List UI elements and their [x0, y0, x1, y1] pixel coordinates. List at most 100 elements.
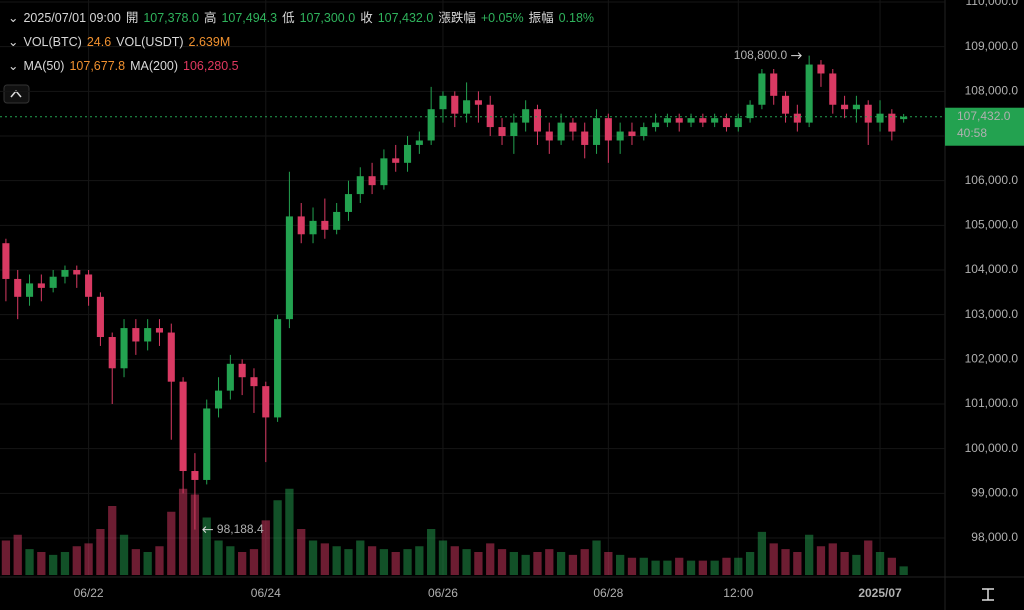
candle-body: [344, 194, 353, 212]
min-annotation: 98,188.4: [217, 522, 264, 536]
volume-bar: [793, 552, 802, 575]
stat-value: 107,300.0: [299, 11, 356, 25]
volume-bar: [155, 546, 164, 575]
volume-bar: [840, 552, 849, 575]
volume-bar: [415, 546, 424, 575]
volume-bar: [119, 534, 129, 575]
candle-body: [569, 122, 577, 132]
volume-bar: [143, 552, 152, 575]
candle-body: [392, 158, 400, 163]
x-tick-label: 2025/07: [858, 586, 902, 600]
candle-body: [592, 118, 601, 145]
candle-body: [746, 104, 754, 119]
candle-body: [758, 73, 766, 105]
y-tick-label: 104,000.0: [965, 262, 1019, 276]
candle-body: [900, 116, 908, 120]
candle-body: [888, 113, 896, 132]
volume-bar: [273, 500, 282, 575]
candle-body: [687, 118, 695, 123]
volume-bar: [450, 546, 459, 575]
candle-body: [144, 328, 152, 342]
candle-body: [155, 328, 164, 333]
candle-body: [2, 243, 10, 279]
y-tick-label: 100,000.0: [965, 441, 1019, 455]
candle-body: [262, 386, 270, 418]
candle-body: [191, 471, 199, 480]
candle-body: [415, 140, 423, 145]
x-tick-label: 06/22: [74, 586, 104, 600]
volume-bar: [25, 549, 34, 575]
candle-body: [829, 73, 837, 105]
candle-body: [581, 131, 589, 145]
volume-bar: [816, 546, 826, 575]
candle-body: [734, 118, 742, 128]
candle-body: [274, 319, 282, 418]
candle-body: [640, 127, 648, 137]
volume-bar: [663, 560, 672, 575]
candle-body: [522, 109, 530, 123]
x-tick-label: 12:00: [723, 586, 753, 600]
volume-bar: [805, 534, 814, 575]
volume-bar: [238, 552, 247, 575]
candle-body: [226, 363, 234, 391]
y-tick-label: 99,000.0: [971, 486, 1018, 500]
volume-bar: [1, 540, 11, 575]
volume-bar: [781, 549, 790, 575]
vol-label: VOL(USDT): [116, 35, 184, 49]
x-tick-label: 06/26: [428, 586, 458, 600]
candle-body: [770, 73, 778, 96]
legend-header: ⌄ 2025/07/01 09:00 開 107,378.0 高 107,494.3 低 10…: [8, 6, 599, 78]
legend-row: ⌄ MA(50) 107,677.8 MA(200) 106,280.5: [8, 54, 599, 78]
volume-bar: [474, 552, 483, 575]
volume-bar: [875, 552, 885, 575]
candle-body: [238, 363, 246, 378]
candle-body: [604, 118, 612, 141]
stat-label: 收: [360, 11, 373, 25]
candle-body: [451, 95, 459, 114]
chevron[interactable]: ⌄: [8, 35, 19, 49]
volume-bar: [651, 560, 660, 575]
cursor-icon[interactable]: [982, 588, 994, 601]
candle-body: [545, 131, 553, 141]
candle-body: [498, 127, 506, 137]
candle-body: [852, 104, 860, 110]
volume-bar: [745, 552, 755, 575]
y-tick-label: 110,000.0: [966, 0, 1019, 8]
volume-bar: [178, 488, 188, 575]
candle-body: [14, 278, 22, 297]
candle-body: [356, 176, 364, 195]
volume-bar: [592, 540, 601, 575]
candle-body: [250, 377, 258, 387]
volume-bar: [899, 566, 908, 575]
y-tick-label: 106,000.0: [965, 173, 1019, 187]
candle-body: [781, 95, 790, 114]
candle-body: [652, 122, 660, 128]
volume-bar: [639, 557, 648, 575]
stat-value: +0.05%: [480, 11, 524, 25]
volume-bar: [734, 557, 743, 575]
volume-bar: [556, 552, 566, 575]
candle-body: [368, 176, 376, 186]
chevron[interactable]: ⌄: [8, 59, 19, 73]
candle-body: [285, 216, 293, 320]
stat-value: 107,432.0: [377, 11, 434, 25]
candle-body: [616, 131, 624, 141]
chevron[interactable]: ⌄: [8, 11, 19, 25]
candle-body: [403, 144, 412, 163]
candle-body: [49, 276, 57, 288]
candle-body: [722, 118, 731, 128]
candle-body: [486, 104, 494, 128]
candle-body: [214, 390, 223, 409]
volume-bar: [616, 554, 625, 575]
volume-bar: [320, 543, 329, 575]
volume-bar: [13, 534, 22, 575]
collapse-button[interactable]: [3, 84, 30, 104]
stat-label: 漲跌幅: [438, 11, 476, 25]
y-tick-label: 98,000.0: [971, 530, 1018, 544]
candle-body: [711, 118, 719, 123]
volume-bar: [462, 549, 471, 575]
volume-bar: [769, 543, 778, 575]
volume-bar: [580, 549, 589, 575]
candle-body: [793, 113, 801, 123]
